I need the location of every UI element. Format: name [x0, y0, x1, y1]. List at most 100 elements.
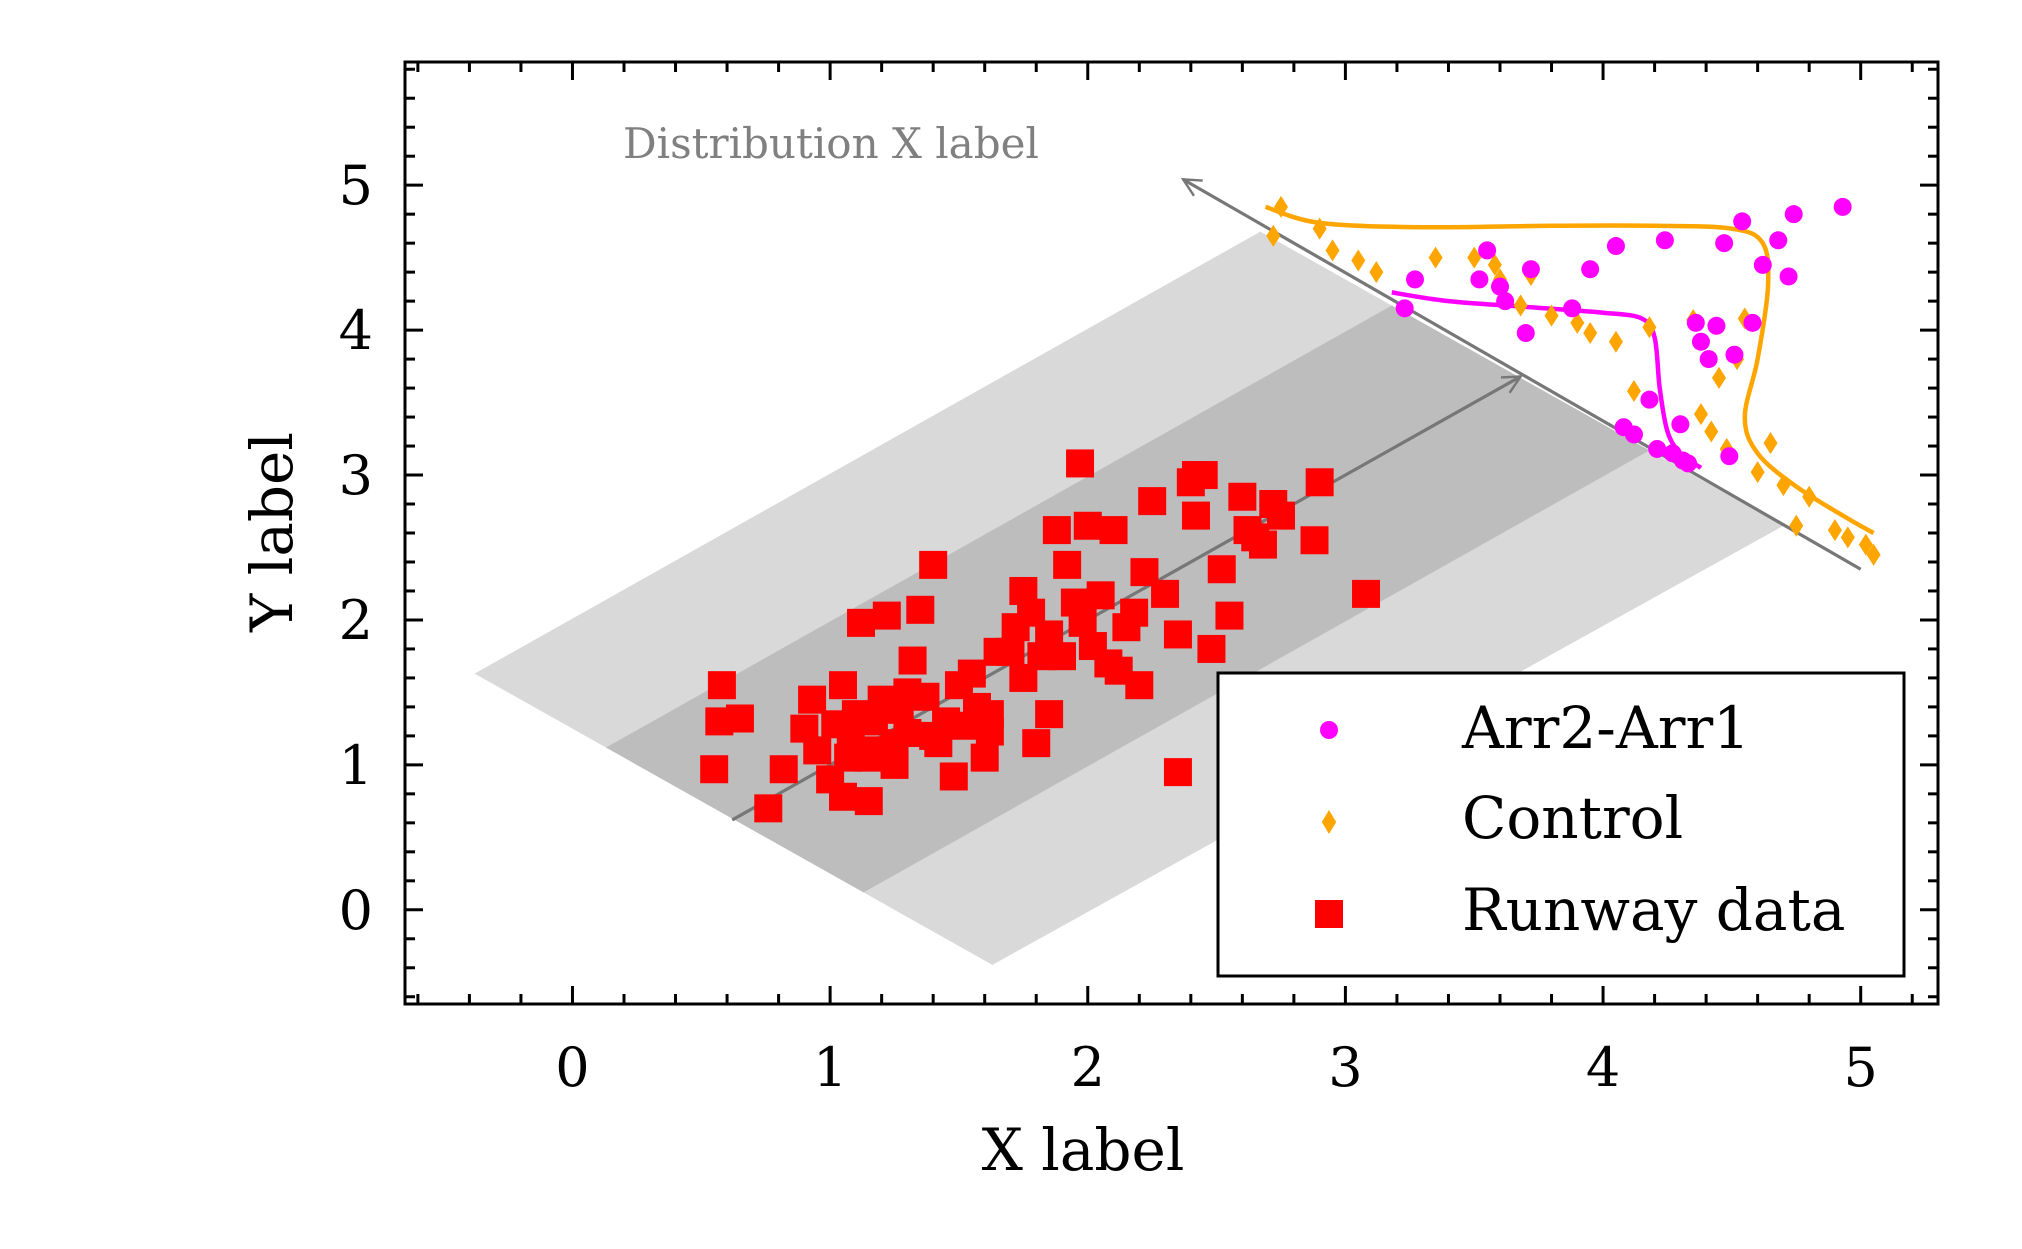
square-point	[1181, 461, 1210, 490]
diamond-point	[1325, 239, 1340, 262]
square-point	[1042, 516, 1071, 545]
square-point	[1207, 555, 1236, 584]
circle-point	[1784, 205, 1803, 224]
circle-point	[1405, 270, 1424, 289]
circle-point	[1679, 454, 1698, 473]
x-tick-label: 0	[555, 1036, 589, 1099]
x-tick-label: 3	[1328, 1036, 1362, 1099]
series-runway-data	[700, 449, 1381, 823]
x-tick-label: 2	[1071, 1036, 1105, 1099]
square-point	[1248, 530, 1277, 559]
diamond-point	[1266, 224, 1281, 247]
square-point	[1066, 449, 1095, 478]
x-tick-label: 4	[1586, 1036, 1620, 1099]
square-point	[975, 700, 1004, 729]
diamond-point	[1750, 461, 1765, 484]
square-point	[898, 646, 927, 675]
diamond-point	[1712, 366, 1726, 389]
distribution-axis-label: Distribution X label	[623, 119, 1039, 168]
square-point	[957, 659, 986, 688]
square-point	[1163, 758, 1192, 787]
square-point	[700, 755, 729, 784]
legend-label-arr2-arr1: Arr2-Arr1	[1461, 694, 1750, 762]
diamond-point	[1827, 519, 1842, 542]
circle-point	[1707, 316, 1726, 335]
legend-label-runway-data: Runway data	[1462, 876, 1845, 944]
circle-point	[1516, 324, 1535, 343]
x-axis-label: X label	[982, 1116, 1185, 1184]
square-point	[1352, 579, 1381, 608]
circle-point	[1733, 212, 1752, 231]
circle-point	[1769, 231, 1788, 250]
circle-point	[1691, 332, 1710, 351]
legend-marker-runway-data	[1315, 900, 1343, 928]
circle-point	[1478, 241, 1497, 260]
square-point	[1035, 620, 1064, 649]
fit-curve-control	[1264, 204, 1875, 535]
square-point	[829, 782, 857, 811]
diamond-point	[1544, 304, 1559, 327]
square-point	[754, 794, 783, 823]
square-point	[1151, 579, 1180, 608]
square-point	[939, 762, 968, 791]
circle-point	[1563, 299, 1582, 318]
square-point	[1120, 598, 1149, 627]
legend-marker-arr2-arr1	[1320, 721, 1338, 739]
x-tick-label: 5	[1844, 1036, 1878, 1099]
square-point	[829, 671, 857, 700]
square-point	[1086, 581, 1115, 610]
square-point	[1197, 634, 1226, 663]
x-tick-label: 1	[813, 1036, 847, 1099]
series-arr2-arr1	[1395, 197, 1852, 473]
diamond-point	[1312, 217, 1327, 240]
diamond-point	[1274, 195, 1288, 218]
square-point	[906, 595, 935, 624]
diamond-point	[1704, 420, 1719, 443]
square-point	[1009, 663, 1038, 692]
circle-point	[1743, 313, 1762, 332]
data-points	[700, 195, 1881, 823]
square-point	[769, 755, 798, 784]
y-tick-label: 5	[339, 154, 373, 217]
square-point	[803, 736, 832, 765]
diamond-point	[1369, 261, 1384, 284]
square-point	[1300, 526, 1329, 555]
circle-point	[1521, 260, 1540, 279]
square-point	[1228, 482, 1257, 511]
diamond-point	[1351, 249, 1366, 272]
square-point	[1053, 550, 1082, 579]
circle-point	[1496, 292, 1515, 311]
square-point	[707, 671, 736, 700]
legend-marker-control	[1321, 810, 1337, 834]
diamond-point	[1693, 403, 1708, 426]
circle-point	[1720, 447, 1739, 466]
legend-markers	[1315, 721, 1343, 928]
tick-labels: 0 1 2 3 4 5 0 1 2 3 4 5	[339, 154, 1878, 1099]
circle-point	[1725, 345, 1744, 364]
square-point	[1215, 601, 1244, 630]
diamond-point	[1487, 253, 1502, 276]
circle-point	[1753, 255, 1772, 274]
y-tick-label: 1	[339, 734, 373, 797]
circle-point	[1655, 231, 1674, 250]
circle-point	[1606, 237, 1625, 256]
diamond-point	[1866, 543, 1881, 566]
diamond-point	[1467, 246, 1482, 269]
square-point	[1099, 516, 1128, 545]
diamond-point	[1428, 246, 1443, 269]
square-point	[1022, 729, 1051, 758]
circle-point	[1395, 299, 1414, 318]
diamond-point	[1626, 379, 1641, 402]
square-point	[1305, 468, 1334, 497]
square-point	[1125, 671, 1154, 700]
square-point	[1181, 501, 1210, 530]
diamond-point	[1763, 432, 1778, 455]
square-point	[996, 637, 1025, 666]
legend: Arr2-Arr1 Control Runway data	[1216, 671, 1906, 978]
square-point	[893, 678, 922, 707]
circle-point	[1686, 313, 1705, 332]
diamond-point	[1789, 514, 1804, 537]
circle-point	[1640, 390, 1659, 409]
square-point	[872, 601, 901, 630]
